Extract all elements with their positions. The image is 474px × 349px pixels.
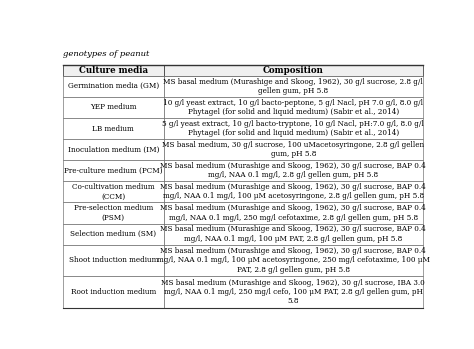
- Bar: [164, 160, 423, 181]
- Bar: [63, 181, 164, 202]
- Bar: [164, 276, 423, 308]
- Text: genotypes of peanut: genotypes of peanut: [63, 50, 149, 58]
- Text: Inoculation medium (IM): Inoculation medium (IM): [68, 146, 159, 154]
- Bar: [63, 160, 164, 181]
- Text: Pre-selection medium
(PSM): Pre-selection medium (PSM): [73, 205, 153, 222]
- Text: MS basal medium (Murashige and Skoog, 1962), 30 g/l sucrose, BAP 0.4
mg/l, NAA 0: MS basal medium (Murashige and Skoog, 19…: [161, 225, 426, 243]
- Text: 5 g/l yeast extract, 10 g/l bacto-tryptone, 10 g/l Nacl, pH:7.0 g/l, 8.0 g/l
Phy: 5 g/l yeast extract, 10 g/l bacto-trypto…: [163, 120, 424, 137]
- Bar: [164, 223, 423, 245]
- Bar: [164, 97, 423, 118]
- Text: Shoot induction medium: Shoot induction medium: [69, 257, 158, 265]
- Text: MS basal medium (Murashige and Skoog, 1962), 30 g/l sucrose, BAP 0.4
mg/l, NAA 0: MS basal medium (Murashige and Skoog, 19…: [161, 183, 426, 200]
- Text: Root induction medium: Root induction medium: [71, 288, 156, 296]
- Text: Selection medium (SM): Selection medium (SM): [70, 230, 156, 238]
- Bar: [164, 245, 423, 276]
- Bar: [63, 118, 164, 139]
- Bar: [63, 76, 164, 97]
- Text: Co-cultivation medium
(CCM): Co-cultivation medium (CCM): [72, 183, 155, 200]
- Bar: [164, 139, 423, 160]
- Text: Composition: Composition: [263, 66, 324, 75]
- Bar: [164, 202, 423, 223]
- Bar: [164, 181, 423, 202]
- Bar: [63, 202, 164, 223]
- Text: MS basal medium, 30 g/l sucrose, 100 uMacetosyringone, 2.8 g/l gellen
gum, pH 5.: MS basal medium, 30 g/l sucrose, 100 uMa…: [162, 141, 424, 158]
- Text: 10 g/l yeast extract, 10 g/l bacto-peptone, 5 g/l Nacl, pH 7.0 g/l, 8.0 g/l
Phyt: 10 g/l yeast extract, 10 g/l bacto-pepto…: [164, 99, 423, 116]
- Text: Pre-culture medium (PCM): Pre-culture medium (PCM): [64, 167, 163, 175]
- Text: MS basal medium (Murashige and Skoog, 1962), 30 g/l sucrose, BAP 0.4
mg/l, NAA 0: MS basal medium (Murashige and Skoog, 19…: [161, 205, 426, 222]
- Text: YEP medium: YEP medium: [90, 103, 137, 111]
- Bar: [63, 245, 164, 276]
- Text: MS basal medium (Murashige and Skoog, 1962), 30 g/l sucrose, BAP 0.4
mg/l, NAA 0: MS basal medium (Murashige and Skoog, 19…: [157, 247, 430, 274]
- Bar: [164, 118, 423, 139]
- Text: MS basal medium (Murashige and Skoog, 1962), 30 g/l sucrose, 2.8 g/l
gellen gum,: MS basal medium (Murashige and Skoog, 19…: [164, 78, 423, 95]
- Bar: [164, 65, 423, 76]
- Text: Germination media (GM): Germination media (GM): [68, 82, 159, 90]
- Text: MS basal medium (Murashige and Skoog, 1962), 30 g/l sucrose, IBA 3.0
mg/l, NAA 0: MS basal medium (Murashige and Skoog, 19…: [162, 279, 425, 305]
- Text: MS basal medium (Murashige and Skoog, 1962), 30 g/l sucrose, BAP 0.4
mg/l, NAA 0: MS basal medium (Murashige and Skoog, 19…: [161, 162, 426, 179]
- Bar: [63, 139, 164, 160]
- Text: Culture media: Culture media: [79, 66, 148, 75]
- Text: LB medium: LB medium: [92, 125, 134, 133]
- Bar: [63, 65, 164, 76]
- Bar: [63, 97, 164, 118]
- Bar: [63, 276, 164, 308]
- Bar: [63, 223, 164, 245]
- Bar: [164, 76, 423, 97]
